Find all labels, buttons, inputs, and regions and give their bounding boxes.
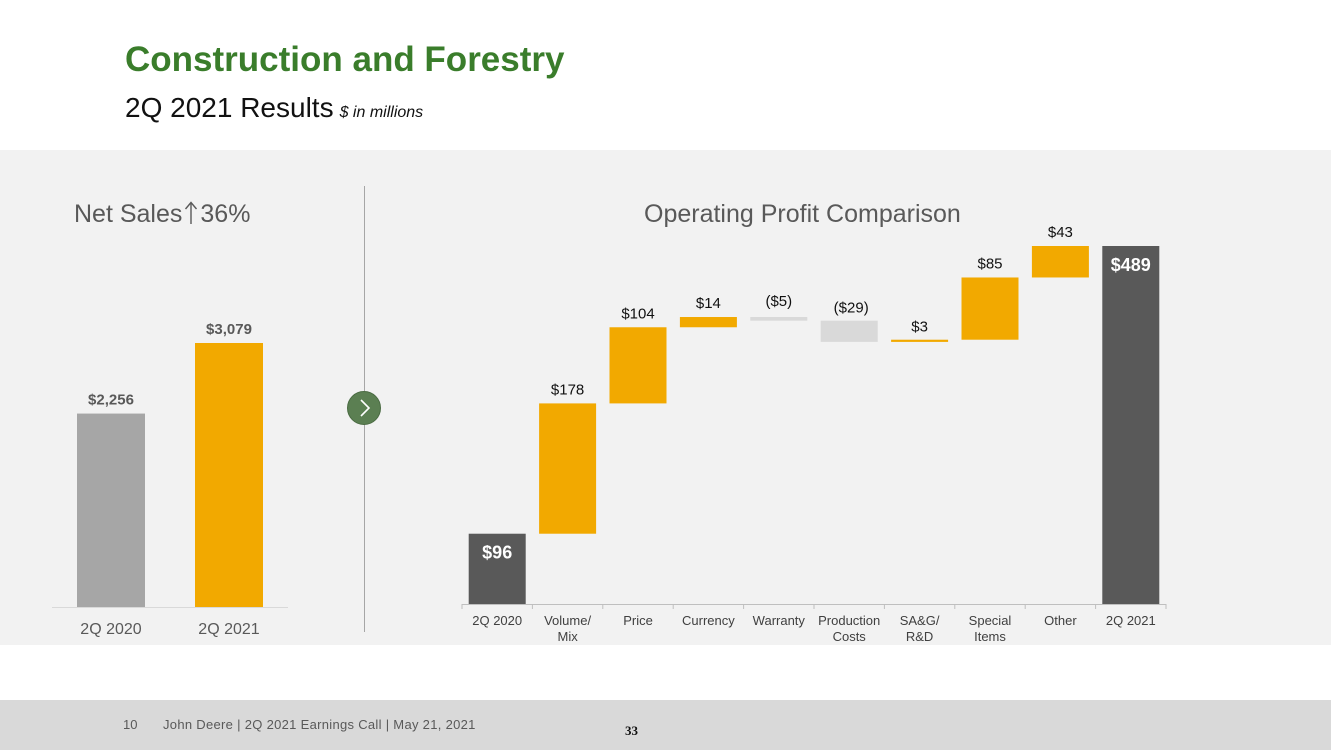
op-value-label: $85 xyxy=(977,255,1002,272)
net-sales-title-text: Net Sales xyxy=(74,200,183,228)
net-sales-chart: $2,256 2Q 2020 $3,079 2Q 2021 xyxy=(52,321,288,638)
unit-note: $ in millions xyxy=(339,104,424,121)
op-value-label: $3 xyxy=(911,319,928,336)
op-tick-label: Special xyxy=(969,613,1012,628)
footer-bar: 10 John Deere | 2Q 2021 Earnings Call | … xyxy=(0,700,1331,750)
op-tick-label: Production xyxy=(818,613,880,628)
op-tick-label: Mix xyxy=(557,629,578,644)
op-value-label: $104 xyxy=(621,305,654,322)
op-tick-label: 2Q 2020 xyxy=(472,613,522,628)
op-bar xyxy=(891,339,949,342)
op-bar xyxy=(609,327,667,404)
sales-tick-label: 2Q 2020 xyxy=(80,621,141,638)
sales-bar xyxy=(195,343,263,607)
footer-text: John Deere | 2Q 2021 Earnings Call | May… xyxy=(163,717,476,732)
slide-title: Construction and Forestry xyxy=(125,40,565,79)
op-bar xyxy=(468,533,526,604)
chevron-right-icon xyxy=(360,399,371,417)
op-value-label: $489 xyxy=(1111,255,1151,275)
op-value-label: $96 xyxy=(482,543,512,563)
op-tick-label: Items xyxy=(974,629,1006,644)
footer-slide-number: 33 xyxy=(625,723,638,738)
op-bar xyxy=(1102,246,1160,604)
op-tick-label: Other xyxy=(1044,613,1077,628)
op-tick-label: Volume/ xyxy=(544,613,591,628)
subtitle-text: 2Q 2021 Results xyxy=(125,92,334,123)
sales-value-label: $2,256 xyxy=(88,392,134,409)
net-sales-change: 36% xyxy=(200,200,251,228)
op-bar xyxy=(679,317,737,328)
op-value-label: $43 xyxy=(1048,224,1073,241)
op-value-label: ($29) xyxy=(834,300,869,317)
op-tick-label: R&D xyxy=(906,629,933,644)
op-tick-label: 2Q 2021 xyxy=(1106,613,1156,628)
next-arrow-button[interactable] xyxy=(347,391,381,425)
op-tick-label: Costs xyxy=(833,629,867,644)
slide-subtitle: 2Q 2021 Results $ in millions xyxy=(125,92,423,124)
sales-value-label: $3,079 xyxy=(206,321,252,338)
op-bar xyxy=(820,320,878,342)
op-value-label: $178 xyxy=(551,381,584,398)
op-tick-label: Price xyxy=(623,613,653,628)
net-sales-title: Net Sales 36% xyxy=(74,200,250,229)
op-value-label: $14 xyxy=(696,295,721,312)
up-arrow-icon xyxy=(184,201,198,225)
op-tick-label: SA&G/ xyxy=(900,613,940,628)
op-bar xyxy=(961,277,1019,340)
footer-page-number: 10 xyxy=(123,717,138,732)
op-value-label: ($5) xyxy=(765,293,792,310)
sales-bar xyxy=(77,413,145,607)
operating-profit-chart: $96 2Q 2020 $178 Volume/Mix $104 Price $14 Curr… xyxy=(461,224,1167,644)
op-bar xyxy=(539,403,597,534)
op-tick-label: Warranty xyxy=(753,613,806,628)
sales-tick-label: 2Q 2021 xyxy=(198,621,259,638)
op-bar xyxy=(1031,246,1089,278)
operating-profit-title: Operating Profit Comparison xyxy=(644,200,961,228)
op-tick-label: Currency xyxy=(682,613,735,628)
op-bar xyxy=(750,317,808,321)
